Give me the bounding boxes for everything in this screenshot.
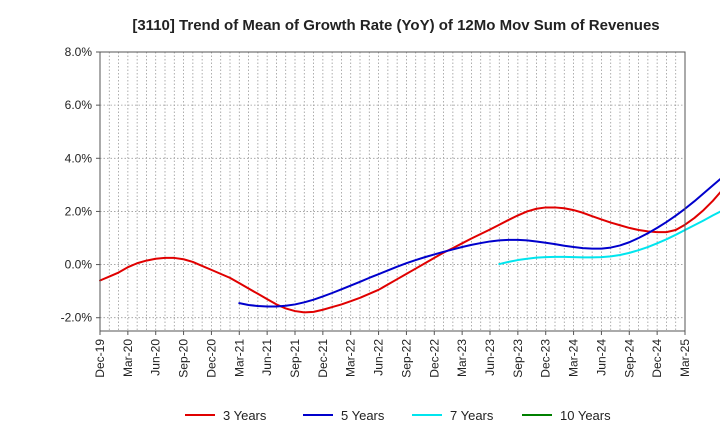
x-tick-label: Jun-24: [594, 339, 608, 376]
x-tick-label: Dec-19: [93, 339, 107, 378]
legend-label-5-years: 5 Years: [341, 408, 385, 423]
x-tick-label: Jun-23: [483, 339, 497, 376]
x-tick-label: Sep-23: [511, 339, 525, 378]
series-line-5-years: [238, 177, 720, 308]
y-tick-label: 4.0%: [65, 151, 93, 165]
x-tick-label: Dec-22: [427, 339, 441, 378]
x-tick-label: Sep-24: [622, 339, 636, 378]
series-line-3-years: [99, 191, 720, 314]
x-tick-label: Mar-20: [121, 339, 135, 377]
x-tick-label: Mar-24: [567, 339, 581, 377]
x-tick-label: Dec-21: [316, 339, 330, 378]
legend-label-10-years: 10 Years: [560, 408, 611, 423]
chart-title: [3110] Trend of Mean of Growth Rate (YoY…: [132, 17, 659, 34]
x-tick-label: Sep-22: [399, 339, 413, 378]
series-lines: [99, 177, 720, 314]
legend-label-3-years: 3 Years: [223, 408, 267, 423]
y-tick-label: 8.0%: [65, 45, 93, 59]
y-tick-label: 6.0%: [65, 98, 93, 112]
series-line-7-years: [498, 210, 720, 266]
y-tick-label: 2.0%: [65, 204, 93, 218]
legend-label-7-years: 7 Years: [450, 408, 494, 423]
x-tick-label: Dec-24: [650, 339, 664, 378]
legend: 3 Years 5 Years 7 Years 10 Years: [185, 408, 611, 423]
x-tick-label: Mar-25: [678, 339, 692, 377]
plot-frame: [99, 51, 686, 332]
x-tick-label: Sep-20: [177, 339, 191, 378]
x-axis: Dec-19 Mar-20 Jun-20 Sep-20 Dec-20 Mar-21 Jun-…: [93, 331, 692, 378]
x-tick-label: Dec-23: [539, 339, 553, 378]
x-tick-label: Jun-22: [372, 339, 386, 376]
x-tick-label: Jun-21: [260, 339, 274, 376]
x-tick-label: Sep-21: [288, 339, 302, 378]
x-tick-label: Dec-20: [204, 339, 218, 378]
x-tick-label: Mar-22: [344, 339, 358, 377]
y-tick-label: -2.0%: [61, 311, 93, 325]
x-tick-label: Jun-20: [149, 339, 163, 376]
grid: [100, 51, 685, 331]
x-tick-label: Mar-21: [232, 339, 246, 377]
y-tick-label: 0.0%: [65, 258, 93, 272]
y-axis: 8.0% 6.0% 4.0% 2.0% 0.0% -2.0%: [61, 45, 100, 325]
x-tick-label: Mar-23: [455, 339, 469, 377]
